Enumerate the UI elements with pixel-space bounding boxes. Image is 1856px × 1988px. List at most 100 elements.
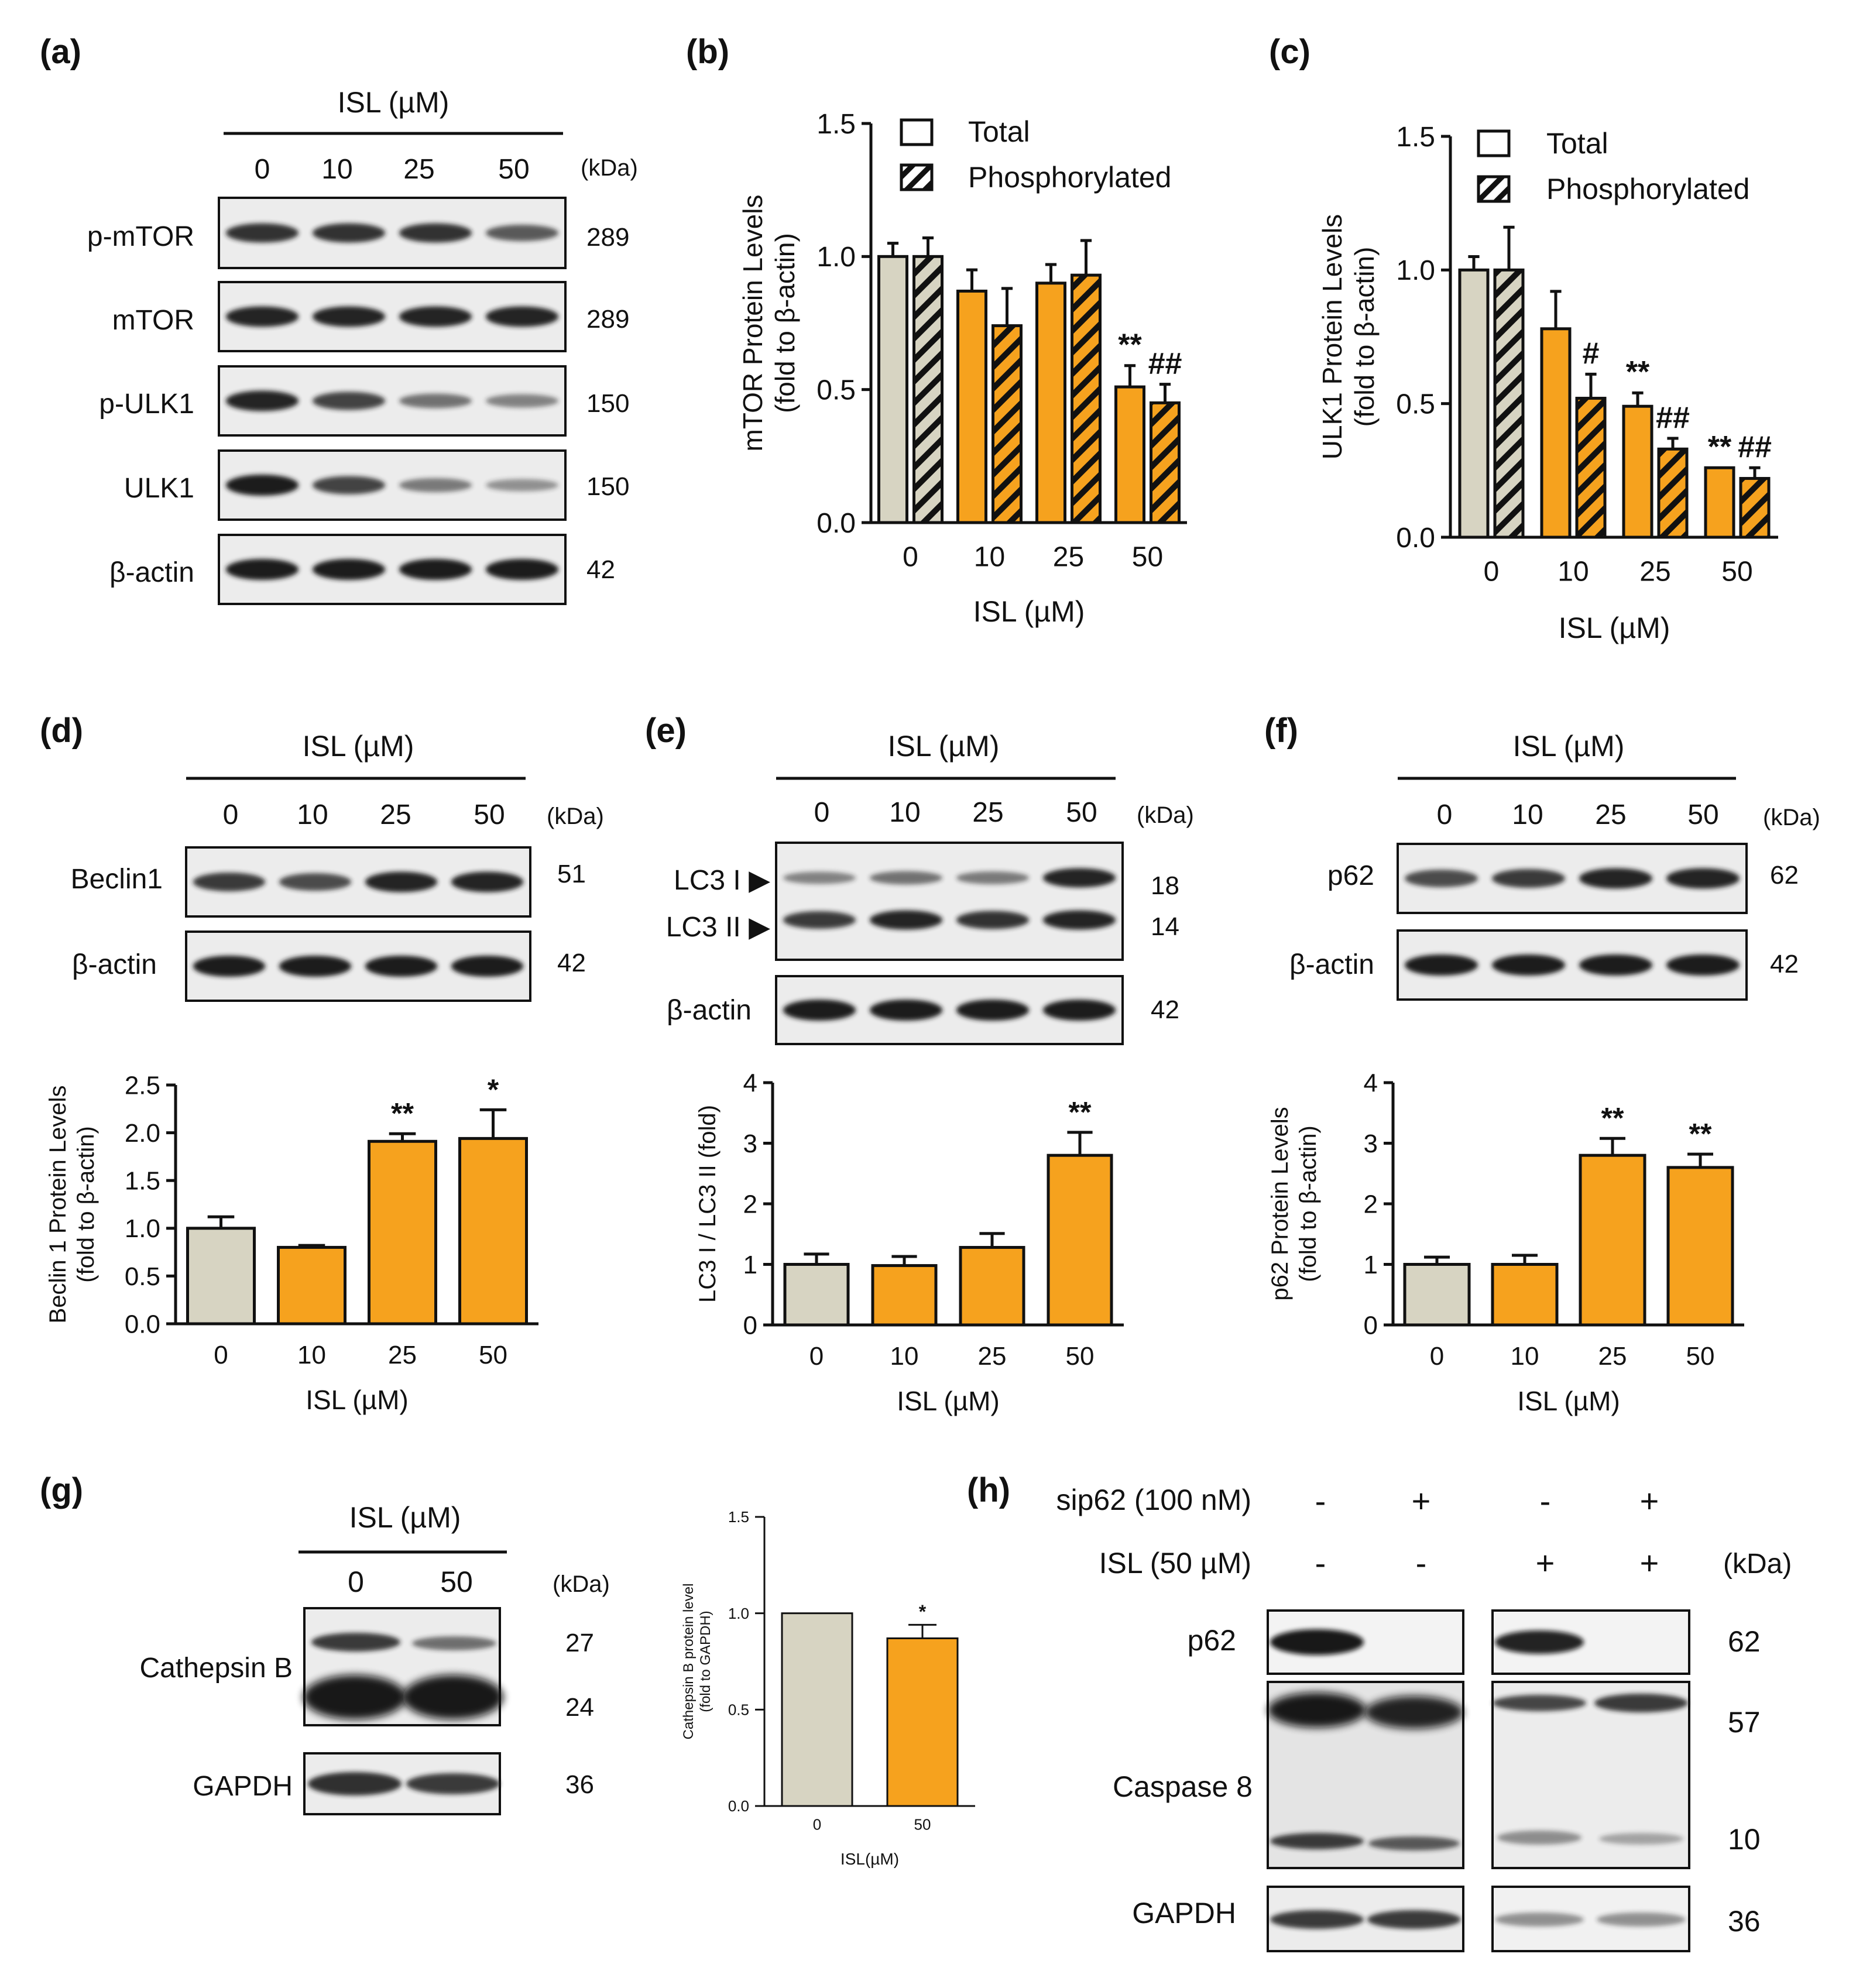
annotation-c-0: #: [1583, 337, 1600, 370]
bar-d-s0-0: [186, 1227, 256, 1326]
annotation-c-1: **: [1626, 355, 1650, 389]
band-gapdh-g-lane-0: [308, 1772, 402, 1795]
bar-c-s1-3: [1739, 477, 1771, 539]
panel-d-header: ISL (µM): [303, 730, 414, 763]
x-tick-label-e-3: 50: [1066, 1342, 1095, 1371]
panel-g-kda: (kDa): [553, 1571, 610, 1597]
x-tick-label-f-0: 0: [1430, 1342, 1444, 1371]
band-lc3-i-lane-2: [956, 871, 1030, 884]
y-tick-label-f-0: 0: [1364, 1311, 1378, 1340]
y-axis-label-g-0: Cathepsin B protein level: [681, 1584, 697, 1740]
bar-b-s1-1: [992, 324, 1023, 524]
x-tick-label-e-2: 25: [978, 1342, 1007, 1371]
y-axis-label-g-1: (fold to GAPDH): [698, 1611, 713, 1712]
band-blot-beclin1-lane-1: [279, 873, 352, 891]
y-tick-label-b-3: 1.5: [816, 109, 856, 140]
bar-b-s0-3: [1114, 385, 1145, 524]
blot-kda-cathepsin-24: 24: [565, 1693, 594, 1722]
sip62-sign-4: +: [1640, 1482, 1659, 1519]
blot-kda-beclin1: 51: [557, 860, 586, 888]
band-casp8-57-lane-3: [1493, 1695, 1586, 1711]
blot-label-gapdh-h: GAPDH: [1132, 1897, 1236, 1929]
y-tick-label-g-0: 0.0: [728, 1797, 749, 1815]
blot-lc3: [775, 842, 1124, 961]
y-axis-label-b-1: (fold to β-actin): [770, 233, 800, 413]
bar-c-s1-2: [1657, 447, 1689, 539]
y-tick-label-b-2: 1.0: [816, 242, 856, 273]
panel-h-kda: (kDa): [1723, 1548, 1792, 1580]
bar-g-s0-0: [781, 1612, 853, 1807]
band-blot-beta-actin-f-lane-1: [1491, 954, 1566, 976]
y-tick-label-d-2: 1.0: [125, 1214, 160, 1243]
blot-kda-p62-h: 62: [1728, 1625, 1761, 1658]
blot-label-mtor: mTOR: [112, 305, 194, 336]
band-casp8-57-lane-1: [1268, 1692, 1366, 1728]
x-axis-label-c: ISL (µM): [1559, 612, 1670, 644]
panel-c-chart: (c) 0.00.51.01.50 10 25 50#**##** ##ISL (µM)…: [1269, 33, 1778, 644]
band-blot-beta-actin-a-lane-1: [312, 559, 386, 580]
x-tick-label-g-0: 0: [813, 1815, 821, 1833]
band-blot-p-ulk1-lane-0: [225, 390, 299, 411]
band-blot-p-ulk1-lane-3: [485, 394, 559, 408]
x-tick-label-b-1: 10: [974, 541, 1005, 572]
panel-e-lane-1: 10: [889, 797, 920, 828]
panel-g-header: ISL (µM): [349, 1501, 461, 1534]
y-axis-label-e-0: LC3 I / LC3 II (fold): [695, 1105, 721, 1303]
y-tick-label-f-3: 3: [1364, 1129, 1378, 1158]
y-axis-label-c-1: (fold to β-actin): [1349, 247, 1380, 427]
band-blot-beclin1-lane-2: [365, 871, 438, 892]
blot-kda-gapdh-g: 36: [565, 1770, 594, 1799]
y-tick-label-e-4: 4: [743, 1069, 757, 1097]
blot-kda-gapdh-h: 36: [1728, 1905, 1761, 1938]
blot-kda-casp8-10: 10: [1728, 1823, 1761, 1856]
x-tick-label-c-3: 50: [1721, 556, 1752, 587]
band-gapdh-h-lane-3: [1495, 1913, 1584, 1927]
panel-f-header: ISL (µM): [1513, 730, 1625, 763]
bar-c-s1-1: [1575, 397, 1607, 539]
band-lc3-i-lane-0: [783, 871, 856, 884]
x-axis-label-e: ISL (µM): [897, 1386, 1000, 1416]
annotation-c-2: ##: [1656, 401, 1690, 435]
band-blot-beta-actin-e-lane-1: [869, 1000, 943, 1021]
panel-f-lane-3: 50: [1687, 799, 1718, 830]
x-tick-label-b-2: 25: [1053, 541, 1084, 572]
blot-label-beta-actin-a: β-actin: [109, 557, 194, 588]
band-blot-beta-actin-d-lane-0: [193, 956, 266, 977]
panel-a-lane-1: 10: [321, 154, 352, 185]
blot-label-p-ulk1: p-ULK1: [99, 389, 194, 420]
bar-c-s0-2: [1622, 404, 1653, 539]
x-axis-label-b: ISL (µM): [973, 595, 1085, 628]
blot-label-beta-actin-e: β-actin: [667, 995, 752, 1026]
bar-b-s0-2: [1035, 281, 1066, 524]
band-lc3-i-lane-3: [1042, 868, 1116, 888]
y-tick-label-b-1: 0.5: [816, 375, 856, 406]
x-tick-label-d-0: 0: [214, 1341, 228, 1369]
panel-d: (d) ISL (µM) 0 10 25 50 (kDa) Beclin1 51…: [40, 712, 604, 1415]
panel-b-legend: Total Phosphorylated: [900, 115, 1171, 194]
band-cathepsin-27-lane-1: [412, 1636, 496, 1650]
band-blot-p-ulk1-lane-1: [312, 392, 386, 410]
y-axis-label-b-0: mTOR Protein Levels: [737, 195, 768, 452]
blot-kda-cathepsin-27: 27: [565, 1629, 594, 1657]
band-casp8-10-lane-4: [1599, 1833, 1683, 1845]
x-tick-label-f-1: 10: [1511, 1342, 1539, 1371]
x-tick-label-f-3: 50: [1686, 1342, 1715, 1371]
band-casp8-10-lane-3: [1497, 1831, 1581, 1845]
blot-label-lc3-ii: LC3 II ▶: [666, 912, 770, 943]
blot-kda-p-mtor: 289: [586, 223, 629, 252]
band-cathepsin-24-lane-0: [303, 1675, 406, 1719]
bar-e-s0-3: [1047, 1153, 1113, 1327]
x-tick-label-d-2: 25: [388, 1341, 417, 1369]
panel-e-kda: (kDa): [1137, 802, 1194, 828]
blot-p62-h-right: [1491, 1609, 1690, 1675]
band-blot-p62-f-lane-3: [1666, 868, 1740, 889]
blot-kda-lc3-i: 18: [1151, 871, 1179, 900]
panel-h-letter: (h): [967, 1471, 1010, 1509]
panel-b-chart: (b) 0.0 0.5 1.0 1.5 0 10 25 50 **## ISL (µM) mTOR …: [686, 33, 1187, 628]
sip62-sign-2: +: [1412, 1482, 1431, 1519]
y-axis-label-c-0: ULK1 Protein Levels: [1317, 214, 1347, 459]
panel-e-header: ISL (µM): [888, 730, 1000, 763]
band-lc3-ii-lane-1: [869, 910, 943, 930]
band-lc3-ii-lane-2: [956, 911, 1030, 929]
blot-kda-beta-actin-d: 42: [557, 949, 586, 977]
